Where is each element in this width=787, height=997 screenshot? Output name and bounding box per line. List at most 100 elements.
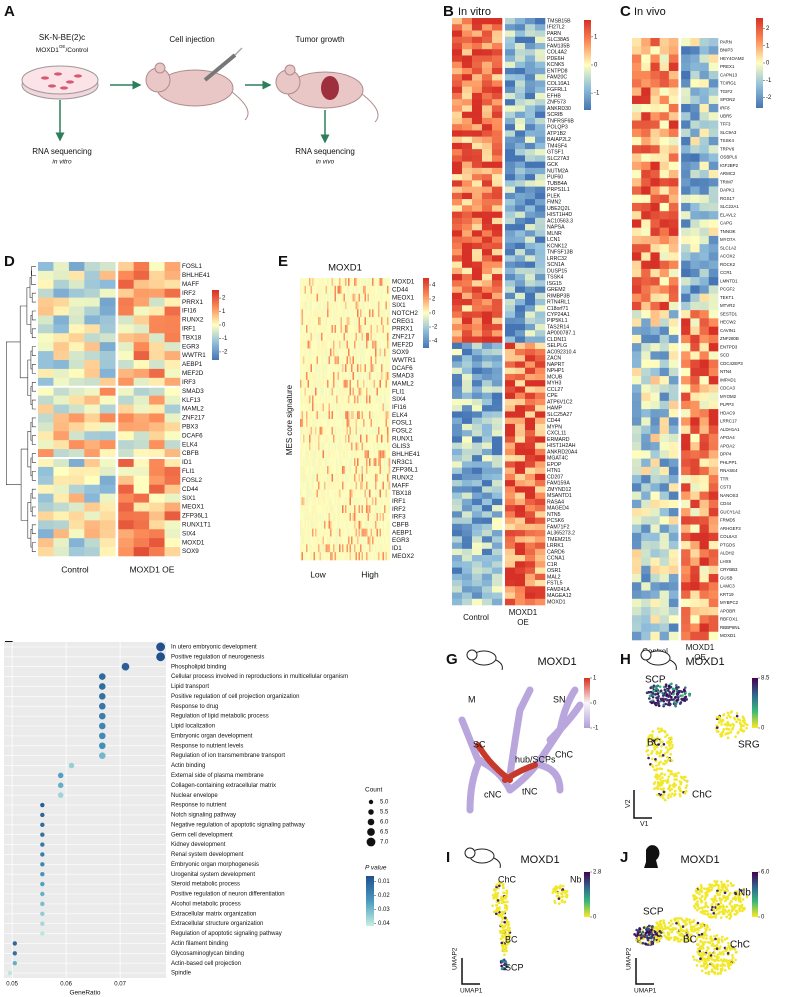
- heatmap-cell: [650, 508, 660, 517]
- gene-label: NTN4: [720, 369, 732, 374]
- heatmap-cell: [472, 348, 483, 356]
- cell: [673, 703, 677, 707]
- heatmap-cell: [370, 505, 373, 514]
- cell: [661, 781, 665, 785]
- heatmap-cell: [84, 270, 101, 281]
- heatmap-cell: [99, 288, 116, 298]
- heatmap-cell: [632, 178, 642, 187]
- heatmap-cell: [452, 111, 463, 119]
- dendrogram-branch: [31, 328, 36, 339]
- heatmap-cell: [340, 325, 343, 334]
- heatmap-cell: [345, 481, 347, 490]
- heatmap-cell: [149, 333, 165, 343]
- heatmap-cell: [515, 18, 526, 25]
- heatmap-cell: [650, 466, 660, 476]
- heatmap-cell: [381, 536, 383, 545]
- heatmap-cell: [340, 536, 343, 545]
- heatmap-cell: [351, 364, 353, 373]
- heatmap-cell: [372, 332, 374, 341]
- heatmap-cell: [699, 310, 710, 319]
- cell: [657, 727, 660, 731]
- heatmap-cell: [369, 513, 371, 522]
- heatmap-cell: [472, 192, 483, 200]
- heatmap-cell: [373, 419, 376, 428]
- heatmap-cell: [385, 411, 388, 420]
- heatmap-cell: [515, 99, 526, 106]
- heatmap-cell: [492, 348, 503, 356]
- heatmap-cell: [334, 317, 337, 326]
- heatmap-cell: [357, 489, 359, 498]
- heatmap-cell: [659, 376, 670, 385]
- heatmap-cell: [304, 528, 307, 537]
- heatmap-cell: [492, 92, 503, 100]
- heatmap-cell: [316, 379, 319, 388]
- heatmap-cell: [327, 356, 329, 365]
- heatmap-cell: [384, 442, 386, 451]
- gene-label: COL4A2: [547, 50, 567, 56]
- heatmap-cell: [699, 178, 710, 187]
- heatmap-cell: [482, 361, 493, 369]
- heatmap-cell: [668, 508, 679, 517]
- heatmap-cell: [659, 516, 670, 525]
- heatmap-cell: [118, 404, 134, 414]
- heatmap-cell: [360, 419, 362, 428]
- heatmap-cell: [641, 120, 651, 130]
- heatmap-cell: [318, 372, 320, 381]
- axis-label: V1: [640, 821, 649, 828]
- heatmap-cell: [505, 380, 516, 387]
- heatmap-cell: [681, 343, 691, 352]
- heatmap-cell: [384, 285, 386, 294]
- heatmap-cell: [472, 199, 483, 206]
- heatmap-cell: [379, 332, 382, 341]
- heatmap-cell: [369, 450, 371, 459]
- gene-label: LRRK1: [547, 543, 564, 549]
- heatmap-cell: [535, 330, 546, 337]
- heatmap-cell: [641, 62, 651, 72]
- heatmap-cell: [668, 409, 679, 418]
- heatmap-cell: [699, 557, 710, 567]
- heatmap-cell: [319, 309, 322, 318]
- heatmap-cell: [525, 67, 536, 75]
- heatmap-cell: [452, 86, 463, 94]
- heatmap-cell: [525, 199, 536, 206]
- heatmap-cell: [342, 364, 344, 373]
- gene-label: KCNK12: [547, 243, 567, 249]
- heatmap-cell: [149, 538, 165, 548]
- heatmap-cell: [328, 332, 331, 341]
- heatmap-cell: [535, 161, 546, 169]
- y-tick-label: Negative regulation of apoptotic signali…: [171, 822, 305, 828]
- heatmap-cell: [452, 99, 463, 106]
- heatmap-cell: [515, 74, 526, 81]
- colorbar-tick-label: -1: [594, 91, 600, 97]
- heatmap-cell: [340, 364, 343, 373]
- heatmap-cell: [505, 473, 516, 481]
- heatmap-cell: [505, 186, 516, 194]
- heatmap-cell: [535, 224, 546, 231]
- heatmap-cell: [472, 580, 483, 587]
- heatmap-cell: [482, 411, 493, 418]
- heatmap-cell: [309, 403, 311, 412]
- heatmap-cell: [351, 372, 353, 381]
- heatmap-cell: [641, 235, 651, 245]
- heatmap-cell: [370, 513, 373, 522]
- heatmap-cell: [53, 493, 70, 503]
- heatmap-cell: [388, 403, 391, 412]
- heatmap-cell: [659, 598, 670, 608]
- heatmap-cell: [378, 426, 380, 435]
- heatmap-cell: [330, 552, 332, 561]
- heatmap-cell: [681, 475, 691, 484]
- heatmap-cell: [525, 255, 536, 262]
- heatmap-cell: [505, 517, 516, 525]
- label: in vivo: [316, 159, 335, 166]
- heatmap-cell: [373, 473, 376, 482]
- heatmap-cell: [699, 227, 710, 237]
- heatmap-cell: [337, 403, 340, 412]
- heatmap-cell: [659, 491, 670, 501]
- heatmap-cell: [492, 367, 503, 375]
- heatmap-cell: [357, 442, 359, 451]
- gene-label: MOXD1: [720, 633, 736, 638]
- heatmap-cell: [330, 278, 332, 287]
- heatmap-cell: [384, 513, 386, 522]
- heatmap-cell: [313, 497, 316, 506]
- heatmap-cell: [318, 395, 320, 404]
